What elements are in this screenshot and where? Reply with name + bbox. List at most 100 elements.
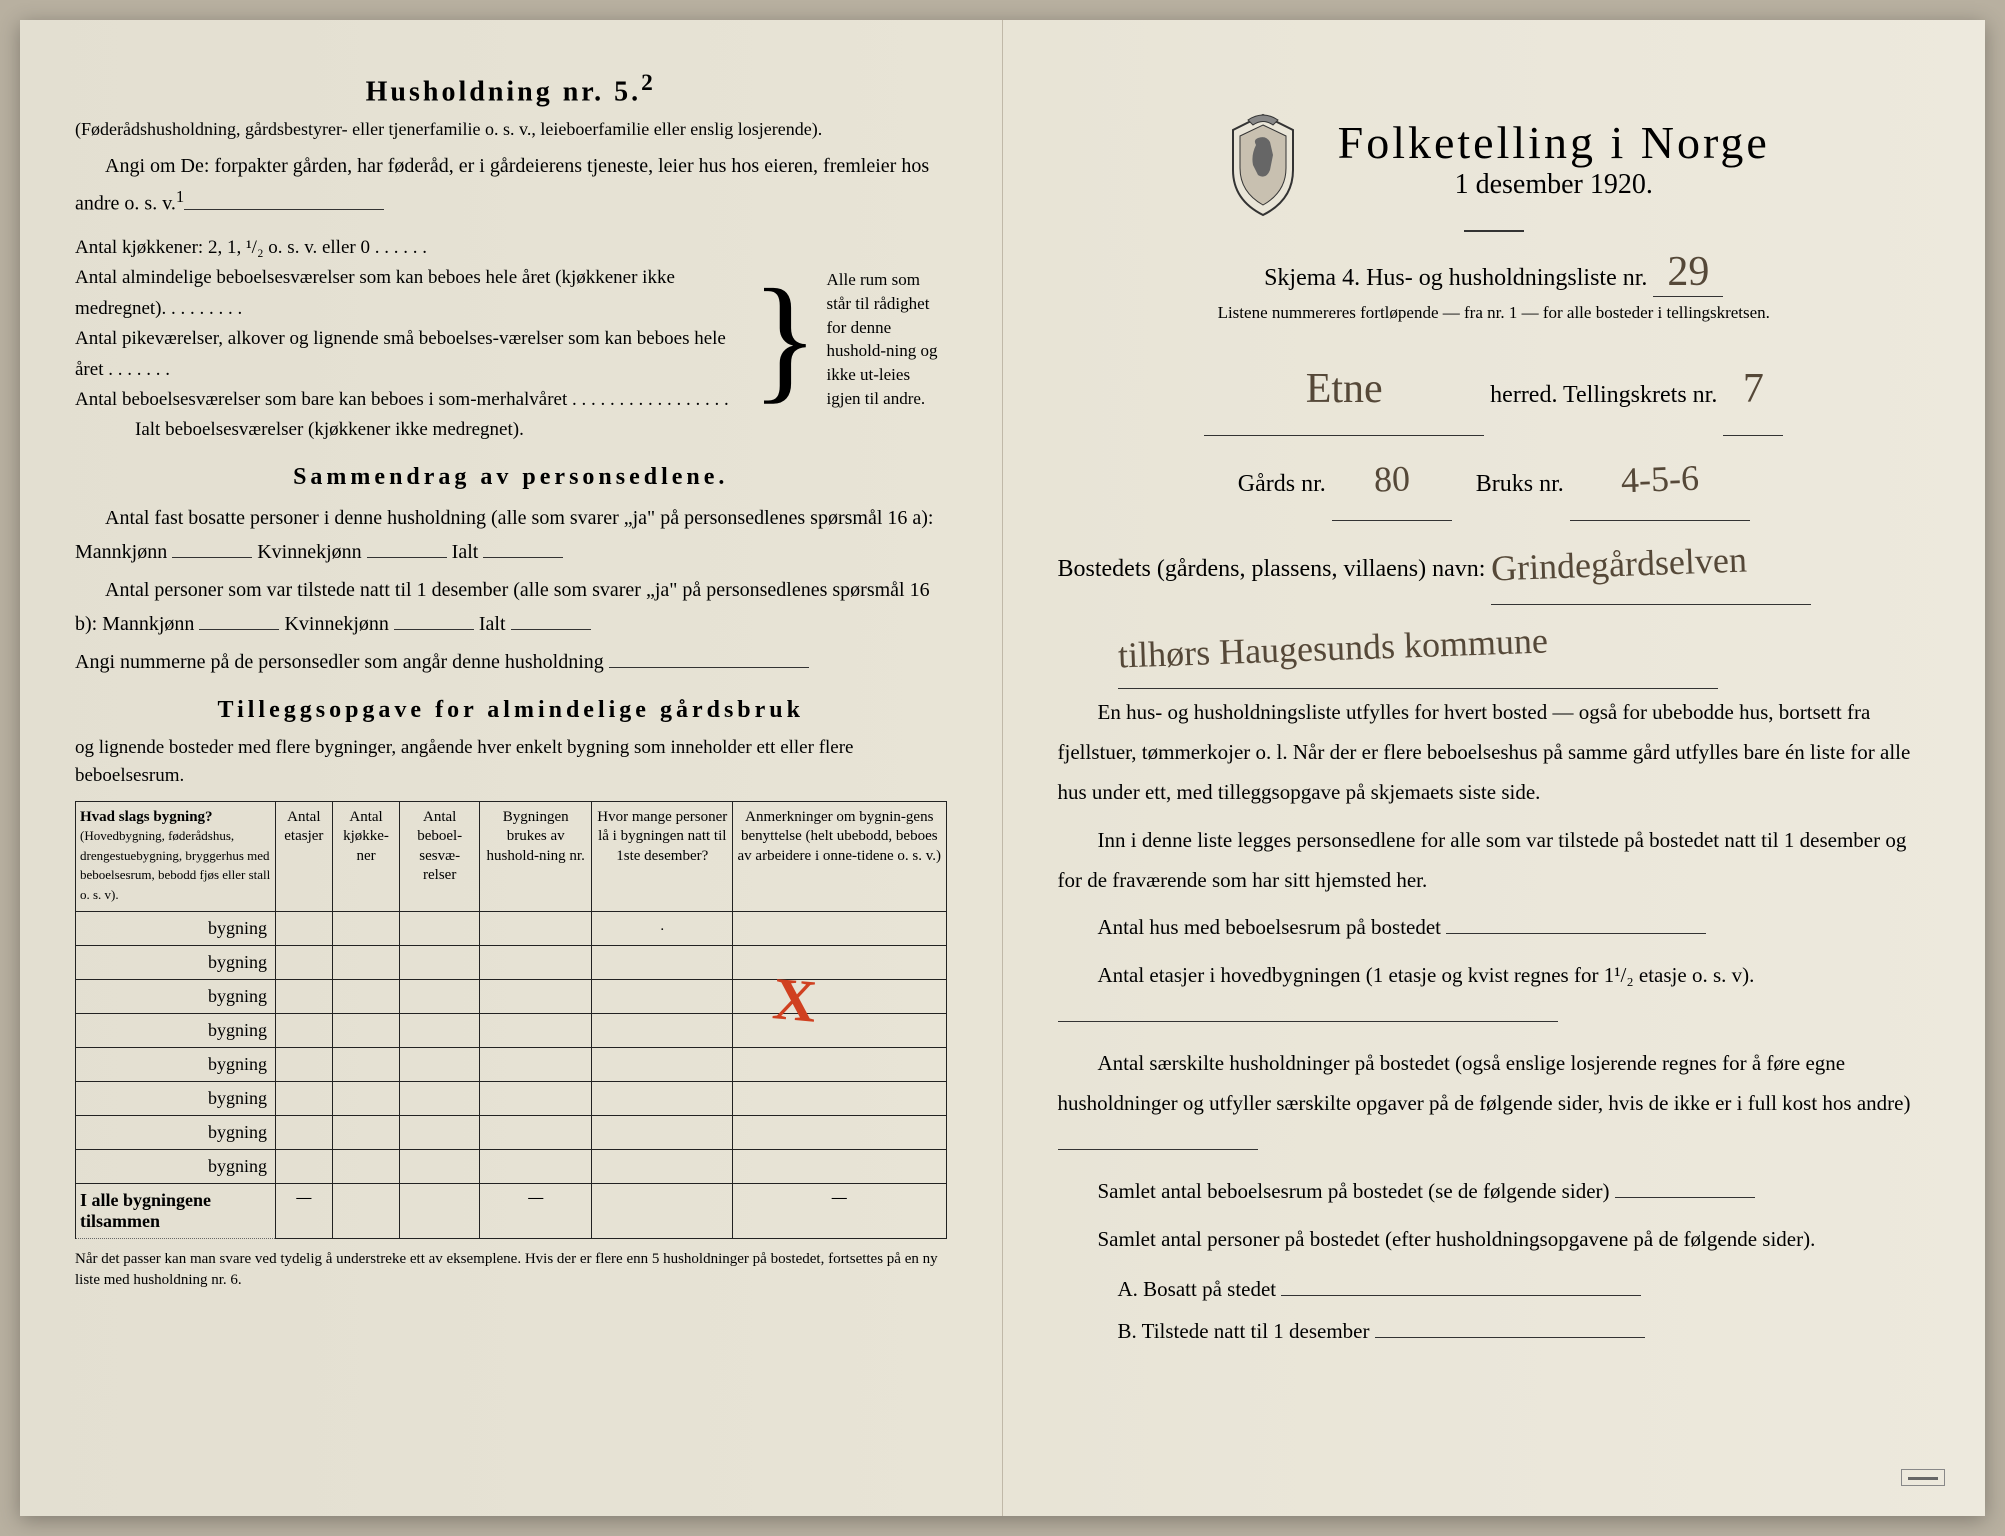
th4: Antal beboel-sesvæ-relser	[400, 801, 480, 912]
skjema-label: Skjema 4. Hus- og husholdningsliste nr.	[1264, 265, 1647, 291]
qa: A. Bosatt på stedet	[1118, 1268, 1931, 1310]
herred-line: Etne herred. Tellingskrets nr. 7	[1058, 343, 1931, 436]
right-page: Folketelling i Norge 1 desember 1920. Sk…	[1003, 20, 1986, 1516]
sp2c: Ialt	[479, 613, 506, 635]
bosted-line2: tilhørs Haugesunds kommune	[1058, 609, 1931, 689]
ab-list: A. Bosatt på stedet B. Tilstede natt til…	[1118, 1268, 1931, 1352]
q3-text: Antal særskilte husholdninger på bostede…	[1058, 1051, 1911, 1115]
row-label: bygning	[76, 946, 276, 980]
herred-value: Etne	[1306, 366, 1383, 412]
row-label: bygning	[76, 1014, 276, 1048]
q1: Antal hus med beboelsesrum på bostedet	[1058, 908, 1931, 948]
gards-label: Gårds nr.	[1238, 471, 1326, 497]
th1-sub: (Hovedbygning, føderådshus, drengestueby…	[80, 828, 270, 902]
th3: Antal kjøkke-ner	[332, 801, 400, 912]
totals-row: I alle bygningene tilsammen ———	[76, 1184, 947, 1239]
q3: Antal særskilte husholdninger på bostede…	[1058, 1044, 1931, 1164]
blank	[609, 667, 809, 668]
bruks-value: 4-5-6	[1619, 439, 1700, 521]
brace-icon: }	[743, 276, 826, 402]
summary-p1: Antal fast bosatte personer i denne hush…	[75, 501, 947, 569]
qa-text: A. Bosatt på stedet	[1118, 1277, 1277, 1301]
bosted-line: Bostedets (gårdens, plassens, villaens) …	[1058, 525, 1931, 605]
blank	[1446, 933, 1706, 934]
th6: Hvor mange personer lå i bygningen natt …	[592, 801, 733, 912]
table-row: bygning	[76, 1014, 947, 1048]
th7: Anmerkninger om bygnin-gens benyttelse (…	[733, 801, 946, 912]
q4: Samlet antal beboelsesrum på bostedet (s…	[1058, 1172, 1931, 1212]
blank-line	[184, 209, 384, 210]
row-label: bygning	[76, 980, 276, 1014]
blank	[367, 557, 447, 558]
kitchens-left: Antal kjøkkener: 2, 1, ¹/₂ o. s. v. elle…	[75, 233, 743, 446]
bruks-field: 4-5-6	[1570, 440, 1750, 520]
q4-text: Samlet antal beboelsesrum på bostedet (s…	[1098, 1179, 1610, 1203]
liste-nr-value: 29	[1667, 249, 1709, 295]
blank	[172, 557, 252, 558]
table-header-row: Hvad slags bygning? (Hovedbygning, føder…	[76, 801, 947, 912]
sp2b: Kvinnekjønn	[284, 613, 388, 635]
th1-title: Hvad slags bygning?	[80, 809, 213, 825]
table-row: bygning	[76, 1150, 947, 1184]
title-text-block: Folketelling i Norge 1 desember 1920.	[1338, 116, 1770, 215]
th2: Antal etasjer	[276, 801, 333, 912]
tillegg-title: Tilleggsopgave for almindelige gårdsbruk	[75, 697, 947, 724]
herred-field: Etne	[1204, 343, 1484, 436]
sub2: Angi om De: forpakter gården, har føderå…	[75, 149, 947, 221]
q2: Antal etasjer i hovedbygningen (1 etasje…	[1058, 956, 1931, 1036]
gards-line: Gårds nr. 80 Bruks nr. 4-5-6	[1058, 440, 1931, 520]
liste-nr-field: 29	[1653, 248, 1723, 297]
q1-text: Antal hus med beboelsesrum på bostedet	[1098, 915, 1442, 939]
sub2-text: Angi om De: forpakter gården, har føderå…	[75, 155, 929, 215]
sp1a: Antal fast bosatte personer i denne hush…	[75, 507, 934, 563]
gards-value: 80	[1372, 440, 1411, 520]
heading-text: Husholdning nr. 5.	[366, 76, 642, 107]
k-line3: Antal pikeværelser, alkover og lignende …	[75, 324, 743, 385]
buildings-table: Hvad slags bygning? (Hovedbygning, føder…	[75, 801, 947, 1240]
q2-text: Antal etasjer i hovedbygningen (1 etasje…	[1098, 963, 1755, 987]
para2: Inn i denne liste legges personsedlene f…	[1058, 821, 1931, 901]
divider	[1464, 230, 1524, 232]
table-wrap: Hvad slags bygning? (Hovedbygning, føder…	[75, 801, 947, 1240]
qb: B. Tilstede natt til 1 desember	[1118, 1310, 1931, 1352]
sp1b: Kvinnekjønn	[257, 541, 361, 563]
bosted-field2: tilhørs Haugesunds kommune	[1118, 609, 1718, 689]
gards-field: 80	[1332, 440, 1452, 520]
blank	[394, 629, 474, 630]
main-title: Folketelling i Norge	[1338, 116, 1770, 169]
sp1c: Ialt	[452, 541, 479, 563]
sub1: (Føderådshusholdning, gårdsbestyrer- ell…	[75, 116, 947, 143]
k-line2: Antal almindelige beboelsesværelser som …	[75, 263, 743, 324]
kitchens-block: Antal kjøkkener: 2, 1, ¹/₂ o. s. v. elle…	[75, 233, 947, 446]
k-line1: Antal kjøkkener: 2, 1, ¹/₂ o. s. v. elle…	[75, 233, 743, 263]
summary-p2: Antal personer som var tilstede natt til…	[75, 573, 947, 641]
table-row: bygning.	[76, 912, 947, 946]
para1: En hus- og husholdningsliste utfylles fo…	[1058, 693, 1931, 813]
bruks-label: Bruks nr.	[1476, 471, 1564, 497]
table-row: bygning	[76, 1048, 947, 1082]
blank	[1615, 1197, 1755, 1198]
krets-value: 7	[1743, 366, 1764, 412]
th5: Bygningen brukes av hushold-ning nr.	[479, 801, 591, 912]
printer-mark: ▬▬▬	[1901, 1469, 1945, 1486]
date-line: 1 desember 1920.	[1338, 169, 1770, 201]
blank	[511, 629, 591, 630]
coat-of-arms-icon	[1218, 110, 1308, 220]
heading-sup: 2	[641, 70, 656, 96]
household-heading: Husholdning nr. 5.2	[75, 70, 947, 108]
table-row: bygning	[76, 1116, 947, 1150]
blank	[1058, 1021, 1558, 1022]
herred-label: herred. Tellingskrets nr.	[1490, 382, 1717, 408]
row-label: bygning	[76, 912, 276, 946]
document-spread: Husholdning nr. 5.2 (Føderådshusholdning…	[20, 20, 1985, 1516]
summary-title: Sammendrag av personsedlene.	[75, 464, 947, 491]
table-body: bygning. bygning bygning bygning bygning…	[76, 912, 947, 1239]
skjema-line: Skjema 4. Hus- og husholdningsliste nr. …	[1058, 248, 1931, 297]
qb-text: B. Tilstede natt til 1 desember	[1118, 1319, 1370, 1343]
th1: Hvad slags bygning? (Hovedbygning, føder…	[76, 801, 276, 912]
blank	[1281, 1295, 1641, 1296]
k-line4: Antal beboelsesværelser som bare kan beb…	[75, 385, 743, 415]
q5: Samlet antal personer på bostedet (efter…	[1058, 1220, 1931, 1260]
table-row: bygning	[76, 1082, 947, 1116]
brace-text: Alle rum som står til rådighet for denne…	[827, 268, 947, 411]
